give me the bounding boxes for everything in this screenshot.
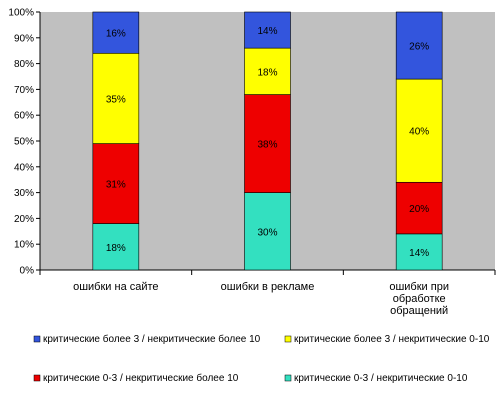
- bar-segment: [395, 11, 443, 80]
- bar-value-label: 31%: [106, 180, 126, 191]
- y-tick-label: 100%: [8, 8, 34, 19]
- bar-segment: [92, 143, 140, 224]
- y-tick-label: 30%: [14, 188, 34, 199]
- y-tick-label: 50%: [14, 137, 34, 148]
- legend-swatch: [33, 374, 41, 382]
- category-label: обращений: [390, 305, 448, 317]
- bar-segment: [92, 223, 140, 271]
- y-tick-label: 20%: [14, 214, 34, 225]
- bar-segment: [92, 52, 140, 144]
- bar-segment: [395, 78, 443, 183]
- y-tick-label: 70%: [14, 85, 34, 96]
- bar-value-label: 18%: [257, 67, 277, 78]
- bar-value-label: 38%: [257, 140, 277, 151]
- legend-entry: критические 0-3 / некритические 0-10: [294, 373, 468, 384]
- legend-swatch: [284, 374, 292, 382]
- bar-value-label: 16%: [106, 29, 126, 40]
- bar-value-label: 18%: [106, 243, 126, 254]
- category-label: ошибки на сайте: [73, 281, 158, 293]
- category-label: обработке: [393, 293, 446, 305]
- bar-segment: [244, 11, 291, 49]
- y-tick-label: 40%: [14, 162, 34, 173]
- bar-segment: [244, 47, 291, 95]
- category-label: ошибки при: [389, 281, 449, 293]
- y-tick-label: 80%: [14, 59, 34, 70]
- legend-entry: критические более 3 / некритические боле…: [43, 333, 261, 345]
- y-tick-label: 0%: [20, 266, 35, 277]
- y-tick-label: 90%: [14, 33, 34, 44]
- legend-swatch: [284, 335, 292, 343]
- legend-entry: критические 0-3 / некритические более 10: [43, 372, 239, 384]
- bar-segment: [395, 181, 443, 235]
- bar-segment: [395, 233, 443, 271]
- bar-segment: [92, 11, 140, 54]
- category-label: ошибки в рекламе: [221, 281, 315, 293]
- bar-value-label: 14%: [409, 248, 429, 259]
- legend-entry: критические более 3 / некритические 0-10: [294, 333, 490, 345]
- bar-segment: [244, 192, 291, 271]
- bar-segment: [244, 94, 291, 193]
- bar-value-label: 20%: [409, 204, 429, 215]
- bar-value-label: 35%: [106, 94, 126, 105]
- bar-value-label: 14%: [257, 26, 277, 37]
- legend-swatch: [33, 335, 41, 343]
- bar-value-label: 26%: [409, 42, 429, 53]
- y-tick-label: 10%: [14, 240, 34, 251]
- y-tick-label: 60%: [14, 111, 34, 122]
- bar-value-label: 30%: [257, 227, 277, 238]
- bar-value-label: 40%: [409, 127, 429, 138]
